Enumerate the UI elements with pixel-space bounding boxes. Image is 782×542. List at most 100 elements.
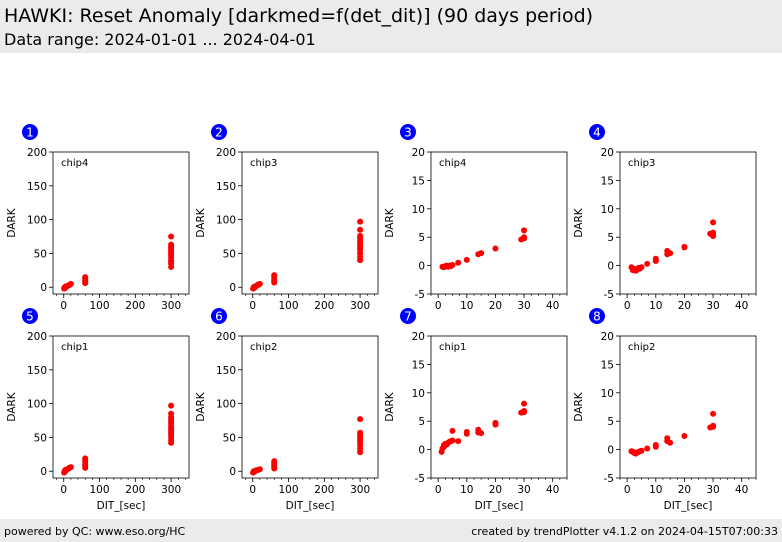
y-tick-label: 0 <box>40 466 47 478</box>
y-tick-label: 20 <box>412 331 425 343</box>
data-point <box>478 250 485 257</box>
footer-credit: powered by QC: www.eso.org/HC <box>4 525 186 538</box>
x-tick-label: 100 <box>279 300 299 312</box>
x-tick-label: 300 <box>161 484 181 496</box>
y-axis-label: DARK <box>195 391 207 421</box>
data-point <box>449 437 456 444</box>
panel-badge-number: 1 <box>26 126 34 140</box>
y-tick-label: -5 <box>604 473 614 485</box>
data-point <box>67 464 74 471</box>
x-tick-label: 40 <box>735 484 748 496</box>
data-point <box>256 466 263 473</box>
footer-generator: created by trendPlotter v4.1.2 on 2024-0… <box>471 525 778 538</box>
data-point <box>710 410 717 417</box>
x-tick-label: 100 <box>90 300 110 312</box>
x-tick-label: 10 <box>460 300 473 312</box>
y-tick-label: 10 <box>601 204 614 216</box>
data-point <box>463 428 470 435</box>
data-point <box>449 262 456 269</box>
panel-badge-circle <box>22 308 38 324</box>
chip-label: chip1 <box>61 342 88 353</box>
y-tick-label: 5 <box>607 416 614 428</box>
x-tick-label: 200 <box>125 300 145 312</box>
y-tick-label: 150 <box>27 365 47 377</box>
data-point <box>521 400 528 407</box>
y-tick-label: 100 <box>27 215 47 227</box>
panel-badge-circle <box>22 124 38 140</box>
x-tick-label: 30 <box>517 300 530 312</box>
y-tick-label: 10 <box>601 388 614 400</box>
data-point <box>652 442 659 449</box>
data-point <box>478 430 485 437</box>
y-tick-label: -5 <box>604 289 614 301</box>
y-axis-label: DARK <box>573 391 585 421</box>
plot-panel-2: 0 100 200 300 0 50 100 150 200 DARK chip3 2 <box>195 124 379 312</box>
data-point <box>82 455 89 462</box>
y-tick-label: 150 <box>216 365 236 377</box>
y-axis-label: DARK <box>195 207 207 237</box>
panel-badge-circle <box>400 308 416 324</box>
x-tick-label: 10 <box>460 484 473 496</box>
plot-panel-4: 0 10 20 30 40 -5 0 5 10 15 20 DARK chip3 4 <box>573 124 757 312</box>
x-axis-label: DIT_[sec] <box>664 500 713 512</box>
data-point <box>681 432 688 439</box>
data-point <box>710 422 717 429</box>
panel-badge-number: 7 <box>404 310 412 324</box>
y-tick-label: 10 <box>412 388 425 400</box>
y-tick-label: 150 <box>27 181 47 193</box>
x-tick-label: 0 <box>60 484 67 496</box>
panel-badge-circle <box>400 124 416 140</box>
y-axis-label: DARK <box>6 207 18 237</box>
data-point <box>710 219 717 226</box>
data-point <box>644 445 651 452</box>
data-point <box>82 274 89 281</box>
data-point <box>271 458 278 465</box>
data-point <box>681 243 688 250</box>
x-axis-label: DIT_[sec] <box>97 500 146 512</box>
x-tick-label: 0 <box>249 484 256 496</box>
y-axis-label: DARK <box>573 207 585 237</box>
panel-badge-number: 5 <box>26 310 34 324</box>
data-point <box>638 264 645 271</box>
y-tick-label: 200 <box>216 331 236 343</box>
x-tick-label: 0 <box>435 300 442 312</box>
x-tick-label: 40 <box>546 484 559 496</box>
x-axis-label: DIT_[sec] <box>286 500 335 512</box>
data-point <box>652 255 659 262</box>
chip-label: chip3 <box>250 158 277 169</box>
report-footer: powered by QC: www.eso.org/HC created by… <box>0 519 782 542</box>
y-tick-label: 0 <box>607 445 614 457</box>
data-point <box>521 227 528 234</box>
y-tick-label: 50 <box>223 248 236 260</box>
data-point <box>667 439 674 446</box>
data-point <box>67 280 74 287</box>
panel-badge-number: 2 <box>215 126 223 140</box>
data-point <box>463 256 470 263</box>
data-point <box>449 427 456 434</box>
y-tick-label: 150 <box>216 181 236 193</box>
y-tick-label: 5 <box>607 232 614 244</box>
report-header: HAWKI: Reset Anomaly [darkmed=f(det_dit)… <box>0 0 782 53</box>
x-tick-label: 10 <box>649 300 662 312</box>
data-point <box>357 429 364 436</box>
data-point <box>710 233 717 240</box>
data-point <box>492 419 499 426</box>
y-tick-label: 0 <box>229 466 236 478</box>
y-tick-label: 15 <box>412 175 425 187</box>
x-tick-label: 10 <box>649 484 662 496</box>
chip-label: chip4 <box>61 158 88 169</box>
chip-label: chip2 <box>250 342 277 353</box>
panel-badge-circle <box>589 308 605 324</box>
x-tick-label: 0 <box>624 484 631 496</box>
x-tick-label: 200 <box>314 300 334 312</box>
panel-badge-circle <box>589 124 605 140</box>
y-tick-label: 20 <box>601 331 614 343</box>
data-range-subtitle: Data range: 2024-01-01 ... 2024-04-01 <box>4 30 316 49</box>
chip-label: chip1 <box>439 342 466 353</box>
x-tick-label: 200 <box>125 484 145 496</box>
data-point <box>664 435 671 442</box>
y-tick-label: 5 <box>418 232 425 244</box>
y-tick-label: 100 <box>216 215 236 227</box>
data-point <box>168 402 175 409</box>
